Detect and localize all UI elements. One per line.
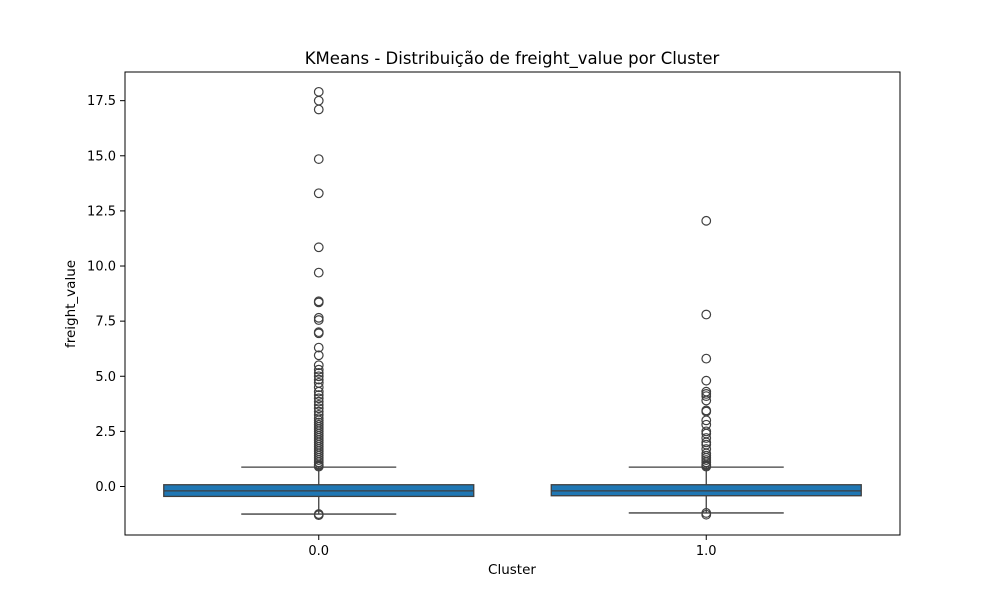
outlier-point [701,461,712,472]
outlier-point [313,393,324,404]
axes: 0.0 2.5 5.0 7.5 10.0 12.5 15.0 17.5 0.0 1.0 [87,71,901,559]
outlier-point [313,403,324,414]
outlier-point [313,104,324,115]
box-group-1.0 [550,215,862,520]
chart-title: KMeans - Distribuição de freight_value p… [305,49,720,69]
outlier-point [313,461,324,472]
outlier-point [701,433,712,443]
outlier-point [313,368,324,378]
outlier-point [701,415,712,426]
outlier-point [313,374,324,385]
outlier-point [313,86,324,97]
box-group-0.0 [163,86,475,521]
outlier-point [313,382,324,393]
y-tick-label: 5.0 [95,370,116,385]
outlier-point [701,395,712,406]
outlier-point [313,386,324,397]
y-tick-label: 10.0 [87,260,116,275]
outlier-point [313,360,324,371]
outlier-point [313,409,324,420]
outlier-point [313,350,324,361]
outlier-point [313,396,324,407]
outlier-point [313,510,324,521]
y-tick-label: 12.5 [87,204,116,219]
outlier-point [701,353,712,364]
x-axis-label: Cluster [488,562,536,578]
y-tick-label: 15.0 [87,149,116,164]
y-tick-label: 0.0 [95,480,116,495]
y-tick-label: 7.5 [95,315,116,330]
outlier-point [313,95,324,106]
outlier-point [701,215,712,226]
outlier-point [313,328,324,339]
outlier-point [701,509,712,520]
outlier-point [701,375,712,386]
outlier-point [313,390,324,400]
outlier-point [701,309,712,320]
outlier-point [313,315,324,325]
outlier-point [313,371,324,382]
plot-frame [124,71,901,536]
outlier-point [313,342,324,353]
outlier-point [313,188,324,199]
x-tick-label: 1.0 [696,544,717,559]
outlier-point [701,391,712,402]
outlier-point [313,364,324,375]
outlier-point [313,154,324,164]
outlier-point [313,297,324,308]
outlier-point [313,267,324,278]
outlier-point [313,400,324,410]
plot-area [163,86,862,521]
x-tick-label: 0.0 [308,544,329,559]
box-iqr [550,484,862,497]
y-tick-label: 2.5 [95,425,116,440]
y-tick-label: 17.5 [87,94,116,109]
y-axis-label: freight_value [63,260,79,348]
outlier-point [313,242,324,253]
